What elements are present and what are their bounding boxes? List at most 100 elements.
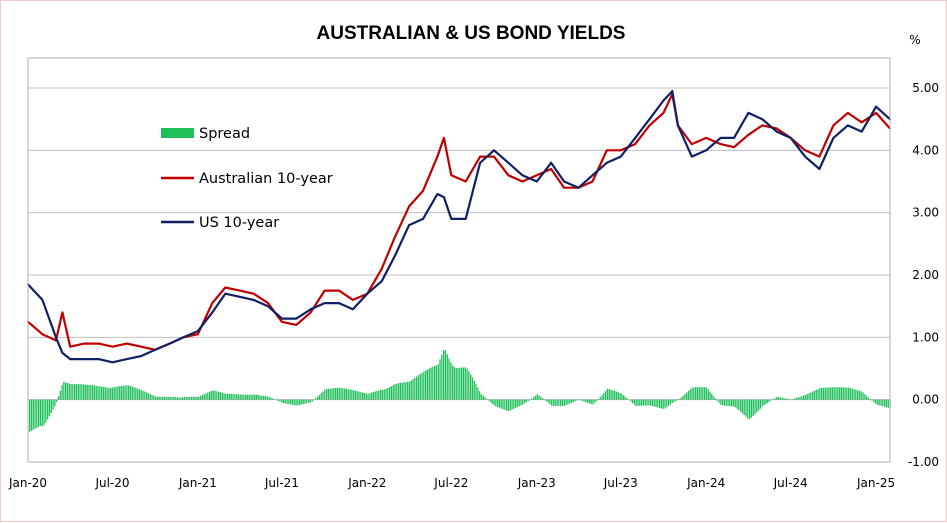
- australian-point: [69, 345, 72, 348]
- spread-bar: [808, 393, 810, 400]
- spread-bar: [65, 382, 67, 400]
- australian-point: [662, 112, 665, 114]
- spread-bar: [95, 385, 97, 400]
- spread-bar: [291, 399, 294, 405]
- spread-bar: [284, 399, 286, 404]
- spread-bar: [99, 386, 101, 400]
- us-point: [267, 305, 269, 308]
- spread-bar: [138, 389, 141, 400]
- spread-bar: [146, 392, 148, 400]
- spread-bar: [367, 393, 369, 400]
- spread-bar: [171, 397, 173, 400]
- spread-bar: [822, 387, 825, 400]
- spread-bar: [34, 399, 36, 429]
- x-tick-label: Jan-22: [347, 476, 386, 490]
- spread-bar: [507, 399, 510, 411]
- spread-bar: [498, 399, 501, 408]
- spread-bar: [279, 399, 281, 402]
- us-point: [126, 358, 128, 360]
- spread-bar: [327, 388, 330, 400]
- spread-bar: [448, 358, 450, 400]
- spread-bar: [815, 390, 817, 400]
- spread-bar: [120, 386, 123, 400]
- us-point: [252, 299, 255, 301]
- spread-bar: [444, 350, 447, 400]
- spread-bar: [574, 399, 576, 402]
- spread-bar: [173, 397, 175, 400]
- spread-bar: [605, 390, 607, 400]
- spread-bar: [363, 392, 366, 400]
- spread-bar: [709, 391, 711, 400]
- spread-bar: [561, 399, 564, 406]
- us-point: [295, 317, 298, 320]
- spread-bar: [77, 384, 79, 400]
- spread-bar: [752, 399, 754, 416]
- spread-bar: [101, 386, 103, 400]
- spread-bar: [552, 399, 555, 406]
- axes: [27, 57, 891, 463]
- spread-bar: [299, 399, 301, 405]
- spread-bar: [70, 384, 72, 400]
- spread-bar: [450, 362, 452, 400]
- spread-bar: [164, 396, 166, 400]
- us-point: [860, 130, 863, 133]
- spread-bar: [504, 399, 506, 410]
- spread-bar: [326, 389, 328, 400]
- us-point: [493, 149, 495, 152]
- spread-bar: [317, 396, 319, 400]
- australian-point: [380, 267, 383, 270]
- spread-bar: [261, 395, 263, 400]
- spread-bar: [691, 387, 693, 400]
- spread-bar: [311, 399, 313, 402]
- y-tick-label: 5.00: [912, 81, 939, 95]
- spread-bar: [792, 399, 794, 400]
- spread-bar: [774, 398, 776, 400]
- spread-bar: [322, 391, 324, 400]
- spread-bar: [333, 388, 335, 400]
- chart-title: AUSTRALIAN & US BOND YIELDS: [317, 23, 626, 44]
- spread-bar: [594, 399, 596, 403]
- spread-bar: [729, 399, 731, 407]
- spread-bar: [198, 396, 200, 400]
- us-point: [309, 308, 312, 311]
- australian-point: [775, 127, 778, 130]
- spread-bar: [630, 399, 632, 402]
- spread-bar: [336, 387, 339, 400]
- spread-bar: [657, 399, 659, 408]
- spread-bar: [837, 387, 839, 400]
- spread-bar: [732, 399, 735, 407]
- spread-bar: [335, 388, 337, 400]
- spread-bar: [131, 386, 133, 400]
- spread-bar: [477, 387, 479, 400]
- spread-bar: [113, 387, 115, 400]
- spread-bar: [376, 391, 378, 400]
- spread-bar: [765, 399, 767, 405]
- spread-bar: [687, 391, 690, 400]
- us-point: [605, 161, 608, 164]
- spread-bar: [705, 387, 708, 400]
- australian-point: [267, 302, 269, 304]
- spread-bar: [612, 390, 614, 400]
- spread-bar: [855, 389, 857, 400]
- australian-point: [860, 121, 863, 124]
- spread-bar: [772, 399, 774, 400]
- spread-bar: [414, 377, 416, 400]
- spread-bar: [707, 389, 709, 400]
- us-point: [875, 105, 877, 108]
- spread-bar: [567, 399, 569, 405]
- us-point: [338, 302, 340, 304]
- spread-bar: [542, 398, 544, 400]
- spread-bar: [452, 365, 454, 400]
- spread-bar: [817, 389, 819, 400]
- spread-bar: [169, 397, 171, 400]
- spread-bar: [273, 399, 276, 400]
- spread-bar: [153, 395, 155, 400]
- spread-bar: [268, 396, 270, 400]
- spread-bar: [196, 396, 198, 400]
- australian-point: [422, 190, 424, 192]
- spread-bar: [97, 386, 99, 400]
- us-point: [563, 180, 565, 183]
- spread-bar: [806, 394, 808, 400]
- spread-bar: [475, 384, 477, 400]
- spread-bar: [851, 388, 853, 400]
